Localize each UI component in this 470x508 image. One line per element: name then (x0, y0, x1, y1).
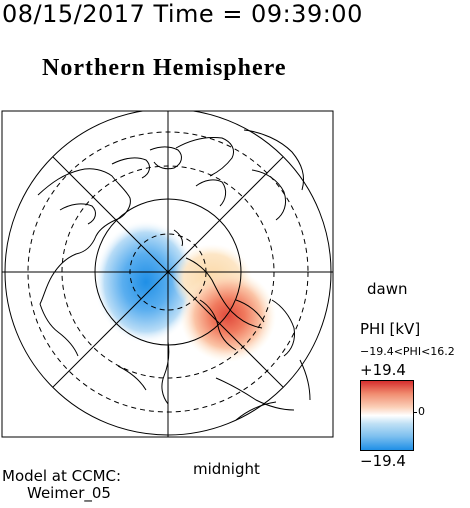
footer-model-line: Model at CCMC: (2, 467, 122, 485)
legend-max-label: +19.4 (360, 361, 406, 379)
map-frame (1, 110, 334, 438)
page-title: Northern Hemisphere (42, 55, 287, 81)
coastlines (37, 129, 311, 421)
legend-min-label: −19.4 (360, 452, 406, 470)
meridian-lines (2, 111, 333, 437)
midnight-label: midnight (193, 460, 260, 478)
positive-potential-cell (180, 270, 276, 362)
legend-zero-label: 0 (418, 405, 425, 418)
dawn-label: dawn (367, 280, 408, 298)
colorbar-zero-tick (413, 412, 417, 413)
legend-title: PHI [kV] (360, 320, 421, 338)
colorbar (360, 380, 414, 451)
date-time-header: 08/15/2017 Time = 09:39:00 (2, 0, 363, 28)
footer-model-name: Weimer_05 (27, 484, 111, 502)
legend-range: −19.4<PHI<16.2 (360, 345, 455, 358)
negative-potential-cell (94, 220, 198, 344)
